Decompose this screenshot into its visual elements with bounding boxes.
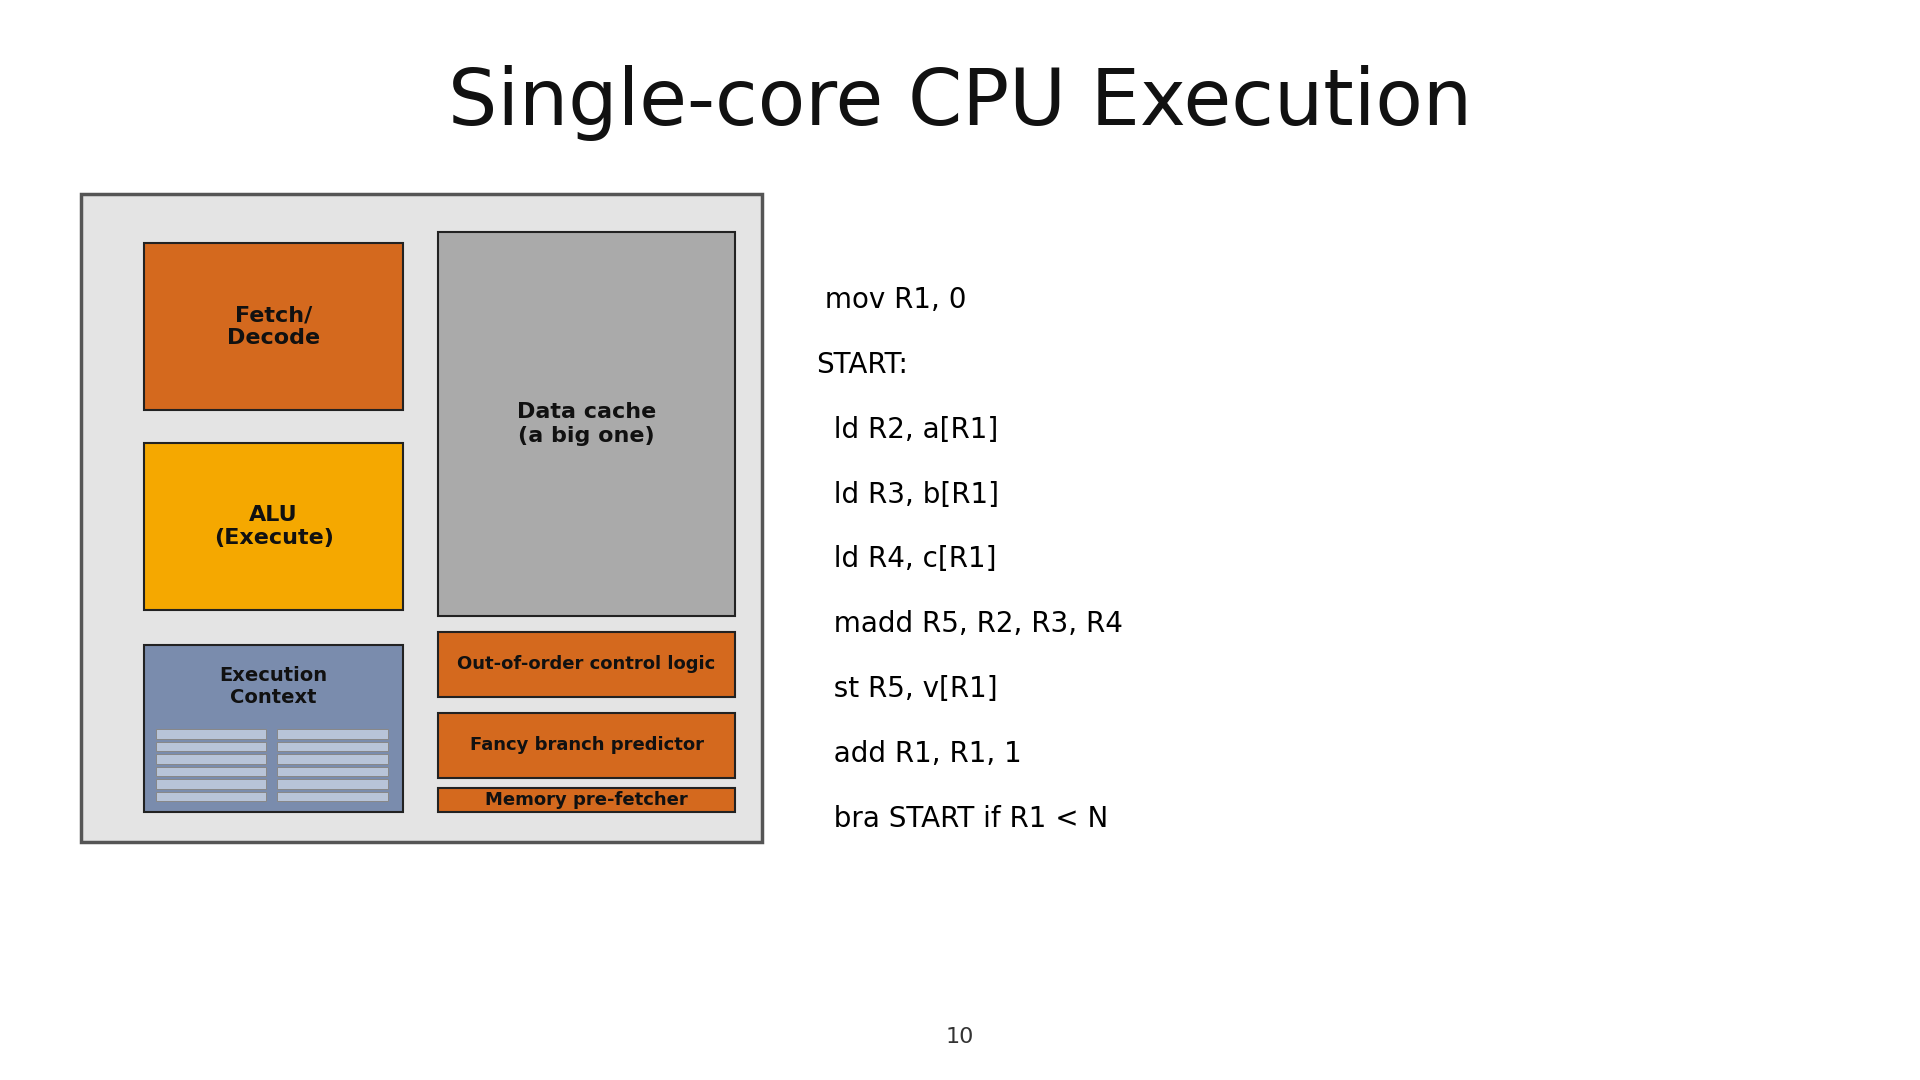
Text: add R1, R1, 1: add R1, R1, 1 [816,740,1021,768]
Text: st R5, v[R1]: st R5, v[R1] [816,675,998,703]
Bar [144,243,403,410]
Text: Out-of-order control logic: Out-of-order control logic [457,656,716,673]
Bar [144,645,403,812]
Text: ld R3, b[R1]: ld R3, b[R1] [816,481,998,509]
Bar [278,780,388,788]
Bar [278,742,388,752]
Text: Execution
Context: Execution Context [219,666,328,707]
Bar [438,788,735,812]
Bar [278,729,388,739]
Text: bra START if R1 < N: bra START if R1 < N [816,805,1108,833]
Bar [438,232,735,616]
Bar [278,767,388,777]
Text: Fetch/
Decode: Fetch/ Decode [227,305,321,348]
Bar [156,780,265,788]
Text: Data cache
(a big one): Data cache (a big one) [516,403,657,446]
Text: Fancy branch predictor: Fancy branch predictor [470,737,703,754]
Bar [278,792,388,801]
Bar [156,754,265,764]
Bar [144,443,403,610]
Bar [438,632,735,697]
Text: mov R1, 0: mov R1, 0 [816,286,966,314]
Bar [81,194,762,842]
Text: ALU
(Execute): ALU (Execute) [213,504,334,549]
Bar [156,792,265,801]
Text: madd R5, R2, R3, R4: madd R5, R2, R3, R4 [816,610,1123,638]
Text: ld R4, c[R1]: ld R4, c[R1] [816,545,996,573]
Bar [278,754,388,764]
Text: Memory pre-fetcher: Memory pre-fetcher [486,792,687,809]
Bar [156,767,265,777]
Text: ld R2, a[R1]: ld R2, a[R1] [816,416,998,444]
Text: Single-core CPU Execution: Single-core CPU Execution [447,65,1473,140]
Text: 10: 10 [947,1027,973,1047]
Text: START:: START: [816,351,908,379]
Bar [438,713,735,778]
Bar [156,729,265,739]
Bar [156,742,265,752]
